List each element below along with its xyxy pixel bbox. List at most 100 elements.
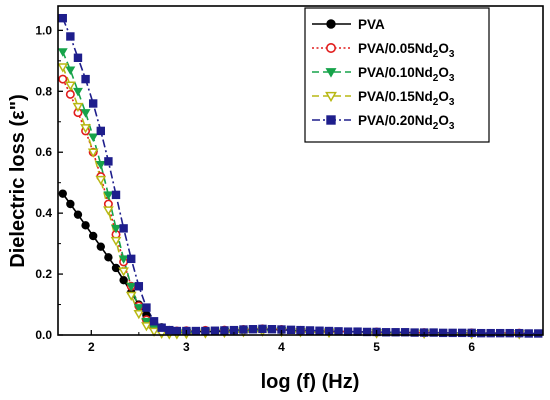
axes-layer: 2 3 4 5 6 0.0 0.2 0.4 0.6 0.8 1.0 <box>35 5 544 354</box>
data-point <box>210 326 220 335</box>
data-point <box>66 32 75 41</box>
data-point <box>457 328 467 338</box>
data-point <box>133 309 145 320</box>
legend-entry-3: PVA/0.15Nd2O3 <box>312 89 455 108</box>
data-point <box>248 325 258 334</box>
data-point <box>119 224 128 233</box>
data-point <box>111 224 121 234</box>
data-point <box>57 48 68 57</box>
data-point <box>58 13 67 23</box>
data-point <box>88 99 98 108</box>
data-point <box>73 210 83 219</box>
data-point <box>391 328 400 337</box>
data-point <box>201 326 210 336</box>
plot-layer <box>57 13 543 340</box>
data-point <box>148 327 160 337</box>
data-point <box>81 74 90 84</box>
legend-label: PVA/0.15Nd2O3 <box>358 89 455 108</box>
legend-marker <box>325 68 337 78</box>
legend-entry-0: PVA <box>312 17 385 32</box>
data-point <box>87 148 99 158</box>
plot-frame <box>57 5 544 336</box>
x-tick-label: 4 <box>278 340 285 354</box>
data-point <box>111 263 121 273</box>
data-point <box>118 255 129 264</box>
y-tick-label: 0.0 <box>35 328 52 342</box>
data-point <box>81 221 90 230</box>
data-point <box>57 63 69 73</box>
data-point <box>448 328 457 338</box>
data-point <box>258 324 267 334</box>
data-point <box>103 191 114 200</box>
legend-label: PVA <box>358 17 385 32</box>
legend: PVA PVA/0.05Nd2O3 PVA/0.10Nd2O3 PVA/0.15Nd2… <box>304 7 490 143</box>
data-point <box>104 253 113 262</box>
data-point <box>381 328 391 337</box>
x-tick-label: 3 <box>183 340 190 354</box>
data-point <box>118 267 129 277</box>
data-point <box>305 326 315 335</box>
data-point <box>80 109 91 118</box>
data-point <box>141 317 152 327</box>
data-point <box>66 199 75 209</box>
legend-marker <box>325 91 337 103</box>
data-point <box>191 326 201 336</box>
y-tick-label: 1.0 <box>35 23 52 37</box>
data-point <box>239 325 248 334</box>
y-axis-title: Dielectric loss (ε") <box>7 94 29 267</box>
data-point <box>88 133 99 143</box>
legend-label: PVA/0.10Nd2O3 <box>358 65 455 84</box>
data-point <box>58 189 67 198</box>
data-point <box>110 236 122 247</box>
legend-marker <box>326 19 336 29</box>
data-point <box>64 81 76 91</box>
data-point <box>286 325 296 335</box>
legend-label: PVA/0.20Nd2O3 <box>358 113 455 132</box>
data-point <box>104 157 113 166</box>
data-point <box>72 102 84 113</box>
data-point <box>103 206 114 216</box>
data-point <box>267 325 277 334</box>
data-point <box>486 328 495 338</box>
legend-label: PVA/0.05Nd2O3 <box>358 41 455 60</box>
y-tick-label: 0.4 <box>35 206 52 220</box>
data-point <box>496 328 505 338</box>
data-point <box>96 126 105 136</box>
data-point <box>58 74 68 84</box>
data-point <box>80 124 91 134</box>
x-tick-label: 2 <box>88 340 95 354</box>
x-tick-label: 6 <box>468 340 475 354</box>
data-point <box>505 328 514 338</box>
data-point <box>125 291 137 301</box>
data-point <box>157 323 166 332</box>
data-point <box>96 242 105 251</box>
data-point <box>133 304 144 313</box>
legend-entry-1: PVA/0.05Nd2O3 <box>312 41 455 60</box>
data-point <box>127 254 136 264</box>
series-line-0 <box>62 193 520 335</box>
y-tick-label: 0.8 <box>35 84 52 98</box>
data-point <box>476 328 486 338</box>
data-point <box>126 282 137 292</box>
data-point <box>142 303 151 312</box>
data-point <box>172 326 182 336</box>
x-axis-title: log (f) (Hz) <box>261 371 360 393</box>
data-point <box>95 160 106 170</box>
data-point <box>438 328 448 338</box>
data-point <box>165 325 174 335</box>
data-point <box>134 282 144 291</box>
data-point <box>400 328 410 337</box>
data-point <box>73 87 83 97</box>
data-point <box>65 89 75 99</box>
data-point <box>429 328 438 337</box>
x-tick-label: 5 <box>373 340 380 354</box>
data-point <box>410 328 419 337</box>
data-point <box>524 329 533 338</box>
data-point <box>296 325 305 335</box>
y-tick-label: 0.6 <box>35 145 52 159</box>
series-line-3 <box>62 66 520 335</box>
data-point <box>315 326 324 335</box>
data-point <box>88 231 98 241</box>
data-point <box>95 175 107 186</box>
